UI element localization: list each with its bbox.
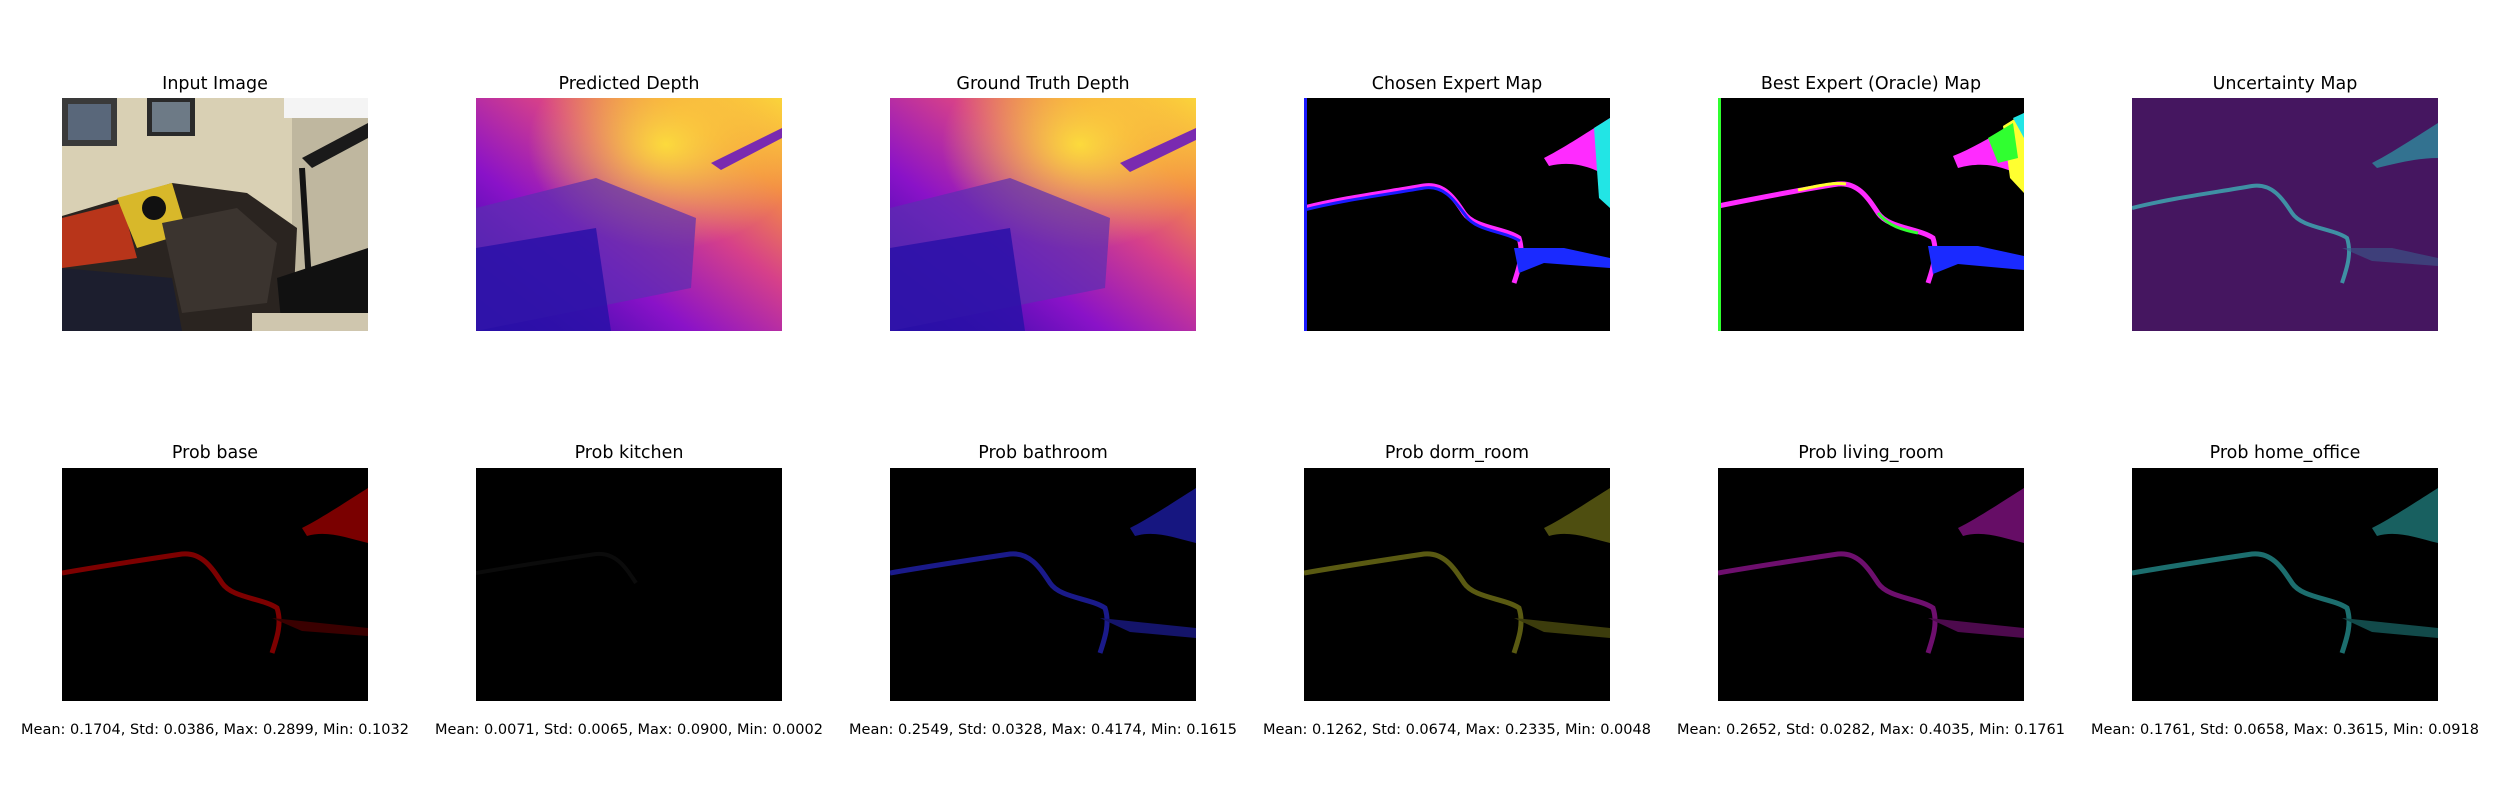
panel-title: Best Expert (Oracle) Map: [1760, 74, 1982, 94]
prob-stats-caption: Mean: 0.0071, Std: 0.0065, Max: 0.0900, …: [435, 722, 823, 738]
prob-stats-caption: Mean: 0.2549, Std: 0.0328, Max: 0.4174, …: [849, 722, 1237, 738]
panel-title: Prob living_room: [1798, 443, 1944, 463]
oracle-expert-map: [1718, 98, 2024, 331]
prob-stats-caption: Mean: 0.1704, Std: 0.0386, Max: 0.2899, …: [21, 722, 409, 738]
panel-title: Prob bathroom: [978, 443, 1108, 463]
prob-dorm-room-map: [1304, 468, 1610, 701]
predicted-depth-map: [476, 98, 782, 331]
panel-title: Chosen Expert Map: [1371, 74, 1543, 94]
uncertainty-map: [2132, 98, 2438, 331]
panel-title: Prob home_office: [2209, 443, 2361, 463]
input-photo: [62, 98, 368, 331]
prob-stats-caption: Mean: 0.1761, Std: 0.0658, Max: 0.3615, …: [2091, 722, 2479, 738]
prob-kitchen-map: [476, 468, 782, 701]
panel-title: Ground Truth Depth: [956, 74, 1130, 94]
prob-stats-caption: Mean: 0.1262, Std: 0.0674, Max: 0.2335, …: [1263, 722, 1651, 738]
prob-living-room-map: [1718, 468, 2024, 701]
panel-title: Input Image: [162, 74, 268, 94]
panel-title: Prob base: [171, 443, 259, 463]
panel-title: Prob dorm_room: [1384, 443, 1530, 463]
panel-title: Prob kitchen: [574, 443, 684, 463]
prob-bathroom-map: [890, 468, 1196, 701]
panel-title: Predicted Depth: [558, 74, 700, 94]
chosen-expert-map: [1304, 98, 1610, 331]
prob-stats-caption: Mean: 0.2652, Std: 0.0282, Max: 0.4035, …: [1677, 722, 2065, 738]
panel-title: Uncertainty Map: [2212, 74, 2358, 94]
prob-home-office-map: [2132, 468, 2438, 701]
prob-base-map: [62, 468, 368, 701]
ground-truth-depth-map: [890, 98, 1196, 331]
